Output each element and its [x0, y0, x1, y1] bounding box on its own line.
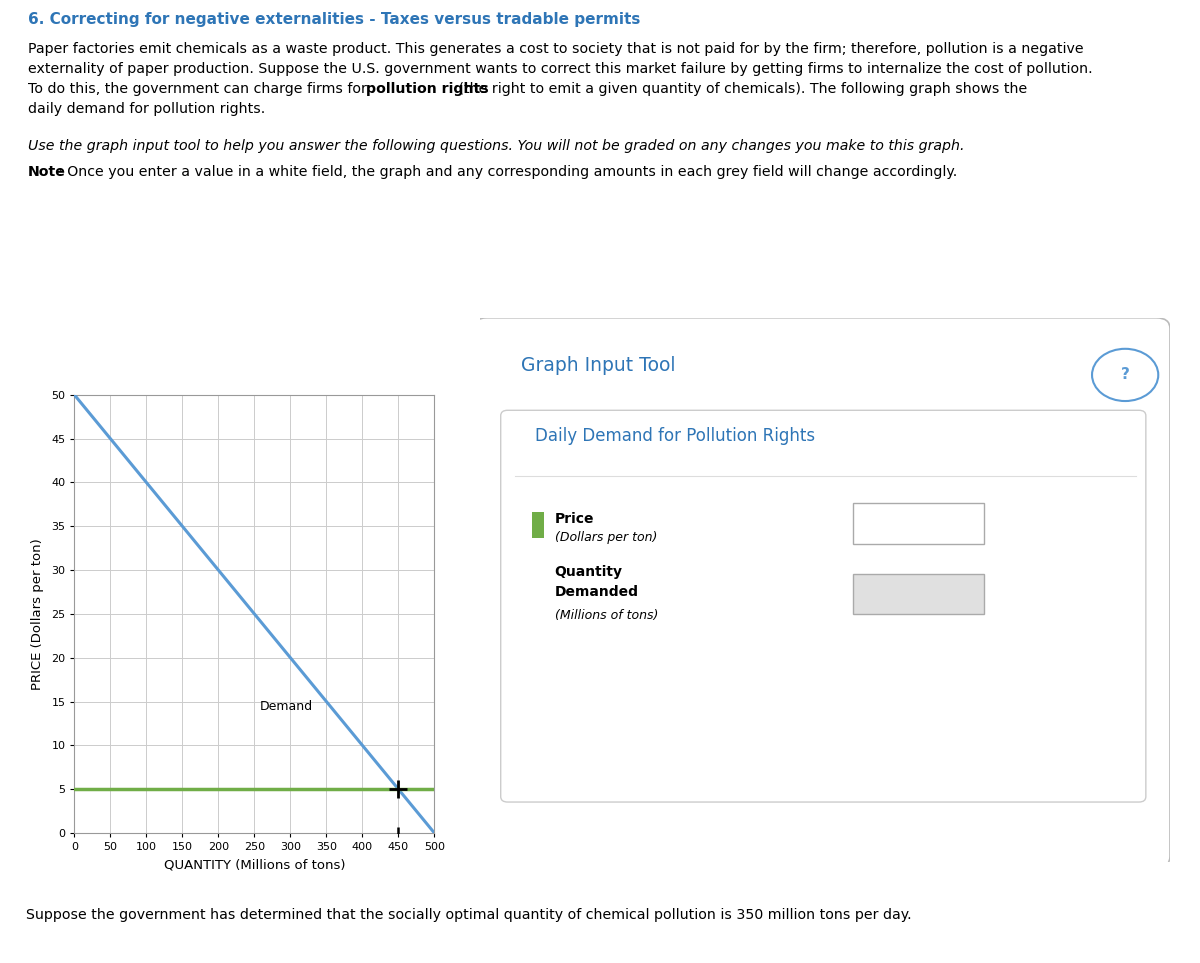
Text: Demand: Demand [260, 700, 313, 714]
Text: 6. Correcting for negative externalities - Taxes versus tradable permits: 6. Correcting for negative externalities… [28, 12, 641, 27]
Text: : Once you enter a value in a white field, the graph and any corresponding amoun: : Once you enter a value in a white fiel… [58, 166, 958, 179]
Text: Note: Note [28, 166, 66, 179]
Text: Daily Demand for Pollution Rights: Daily Demand for Pollution Rights [535, 427, 815, 445]
FancyBboxPatch shape [852, 574, 984, 614]
Text: Graph Input Tool: Graph Input Tool [521, 356, 676, 375]
Text: (the right to emit a given quantity of chemicals). The following graph shows the: (the right to emit a given quantity of c… [454, 82, 1027, 95]
Text: pollution rights: pollution rights [366, 82, 488, 95]
Text: ?: ? [1121, 368, 1129, 382]
Text: 5: 5 [913, 515, 923, 531]
Text: Use the graph input tool to help you answer the following questions. You will no: Use the graph input tool to help you ans… [28, 140, 965, 153]
Text: To do this, the government can charge firms for: To do this, the government can charge fi… [28, 82, 371, 95]
Text: externality of paper production. Suppose the U.S. government wants to correct th: externality of paper production. Suppose… [28, 62, 1093, 76]
Text: daily demand for pollution rights.: daily demand for pollution rights. [28, 102, 265, 116]
Text: 450: 450 [904, 586, 932, 601]
Text: Quantity: Quantity [554, 565, 623, 580]
FancyBboxPatch shape [500, 410, 1146, 802]
X-axis label: QUANTITY (Millions of tons): QUANTITY (Millions of tons) [163, 859, 346, 872]
Text: (Dollars per ton): (Dollars per ton) [554, 531, 656, 544]
Text: Price: Price [554, 512, 594, 526]
Text: (Millions of tons): (Millions of tons) [554, 609, 658, 622]
Y-axis label: PRICE (Dollars per ton): PRICE (Dollars per ton) [31, 538, 44, 690]
FancyBboxPatch shape [852, 503, 984, 543]
FancyBboxPatch shape [473, 318, 1170, 868]
Text: Paper factories emit chemicals as a waste product. This generates a cost to soci: Paper factories emit chemicals as a wast… [28, 41, 1084, 56]
Text: Suppose the government has determined that the socially optimal quantity of chem: Suppose the government has determined th… [26, 908, 912, 922]
FancyBboxPatch shape [532, 512, 544, 538]
Text: Demanded: Demanded [554, 586, 638, 600]
